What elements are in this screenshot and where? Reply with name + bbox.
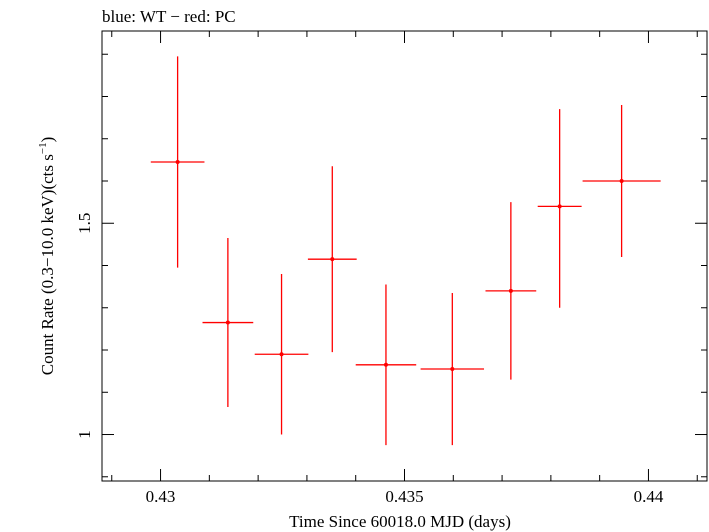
axis-ticks <box>102 31 707 481</box>
data-point <box>485 202 537 380</box>
data-point <box>420 292 485 446</box>
data-point <box>254 273 309 435</box>
point-marker <box>619 179 624 183</box>
data-point <box>582 104 661 258</box>
x-axis-label: Time Since 60018.0 MJD (days) <box>289 512 511 531</box>
chart-title: blue: WT − red: PC <box>102 7 236 26</box>
point-marker <box>450 367 455 372</box>
point-marker <box>383 362 388 367</box>
data-point <box>307 166 357 353</box>
y-tick-label: 1.5 <box>75 213 94 234</box>
y-axis-label-superscript: −1 <box>37 142 49 154</box>
point-marker <box>330 257 335 262</box>
y-axis-label: Count Rate (0.3−10.0 keV)(cts s−1) <box>37 137 57 376</box>
data-point <box>150 56 205 268</box>
point-marker <box>508 288 513 293</box>
plot-frame <box>101 30 708 482</box>
y-axis-label-main: Count Rate (0.3−10.0 keV)(cts s <box>38 154 57 375</box>
axis-tick-labels: 0.43 0.435 0.44 1 1.5 <box>75 213 664 506</box>
data-series-pc <box>150 56 661 446</box>
data-point <box>202 238 254 408</box>
data-point <box>537 109 582 308</box>
y-axis-label-close: ) <box>38 137 57 143</box>
x-tick-label: 0.44 <box>634 487 664 506</box>
x-tick-label: 0.43 <box>146 487 176 506</box>
point-marker <box>279 352 284 357</box>
point-marker <box>557 204 562 209</box>
x-tick-label: 0.435 <box>385 487 423 506</box>
point-marker <box>225 320 230 325</box>
point-marker <box>175 159 180 164</box>
data-point <box>355 284 417 446</box>
y-tick-label: 1 <box>75 430 94 439</box>
